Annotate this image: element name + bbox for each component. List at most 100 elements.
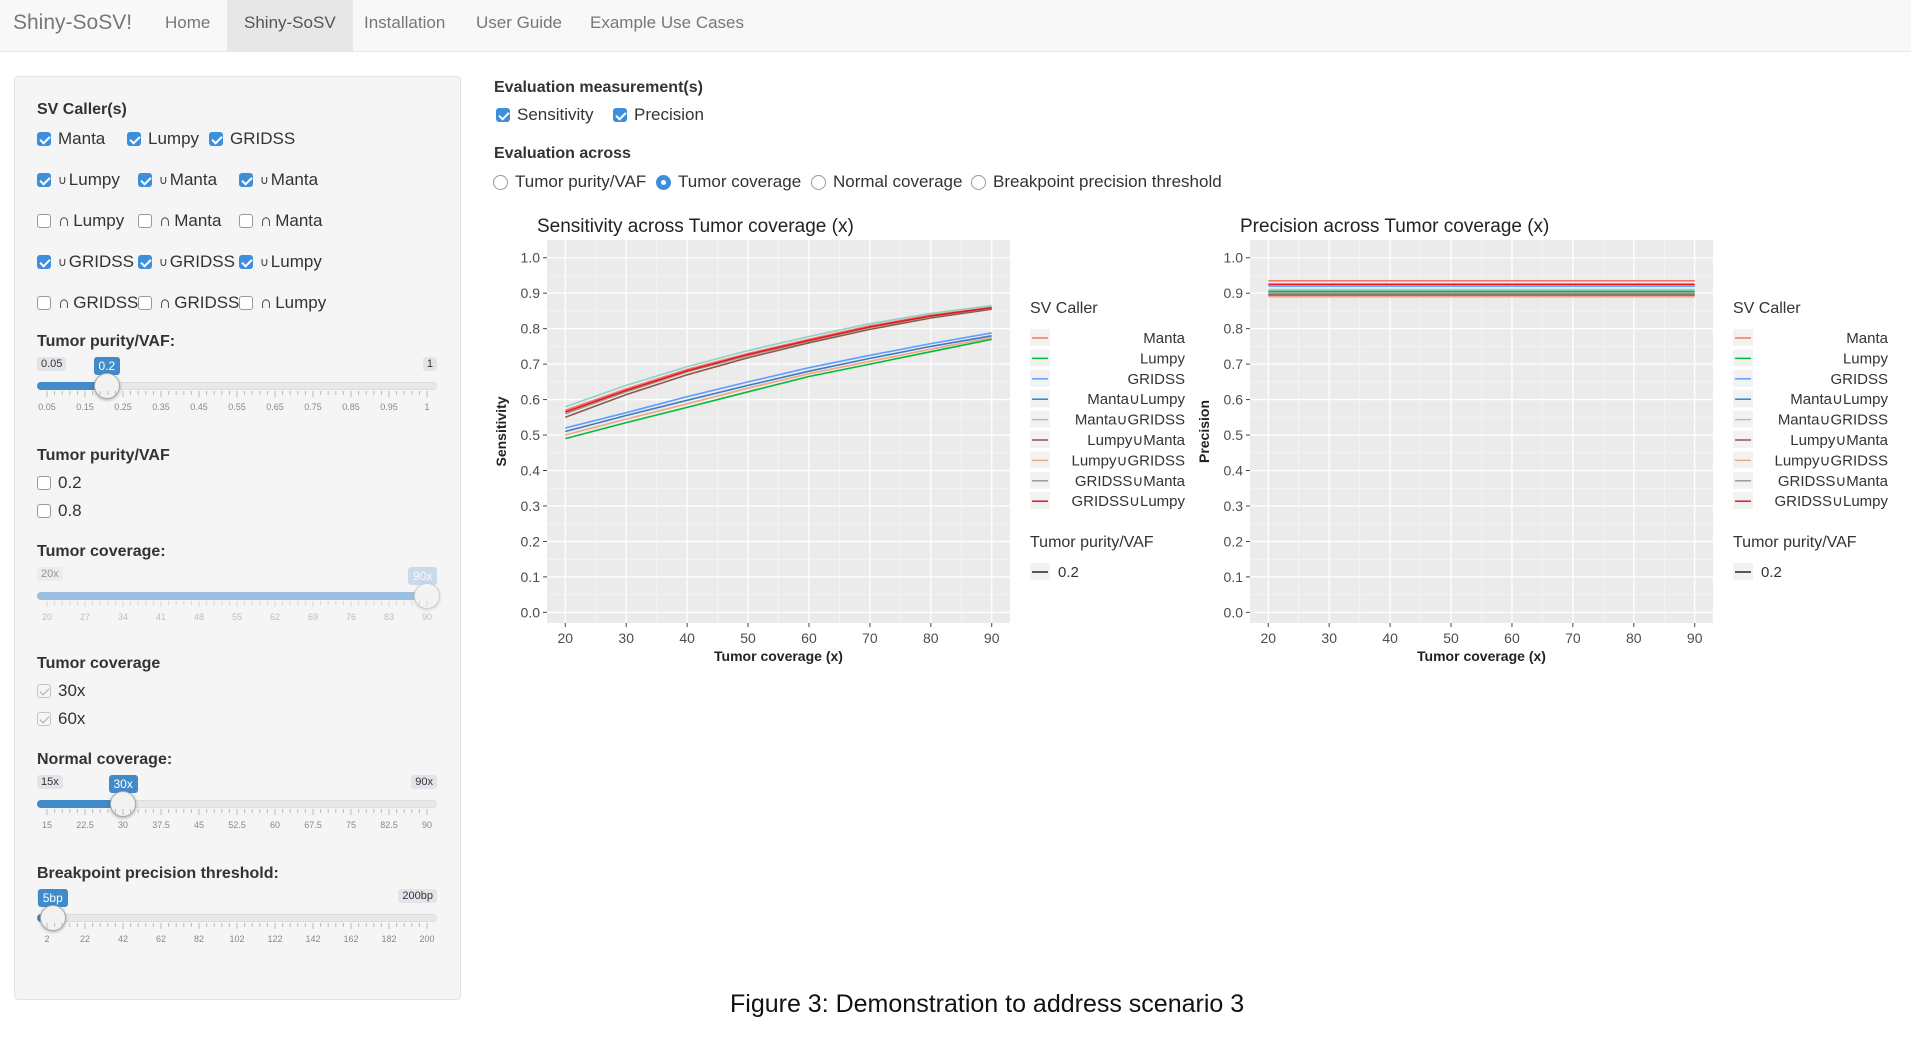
- y-tick-label: 0.7: [1224, 356, 1244, 372]
- checkbox-box[interactable]: [496, 108, 510, 122]
- checkbox-box[interactable]: [239, 214, 253, 228]
- caller-checkbox[interactable]: GRIDSS: [209, 129, 295, 149]
- across-radio[interactable]: Normal coverage: [811, 172, 962, 194]
- across-radio[interactable]: Breakpoint precision threshold: [971, 172, 1222, 194]
- x-tick-label: 40: [679, 630, 695, 646]
- set-operator-symbol: ∪: [260, 173, 269, 187]
- caller-checkbox[interactable]: ∩ Lumpy: [239, 293, 326, 313]
- figure-caption: Figure 3: Demonstration to address scena…: [730, 990, 1245, 1018]
- caller-checkbox[interactable]: ∪ Lumpy: [37, 170, 120, 190]
- checkbox-box[interactable]: [138, 173, 152, 187]
- slider-ticks: [46, 391, 428, 397]
- legend-label: GRIDSS∪Manta: [1075, 473, 1186, 490]
- across-radio-label: Tumor purity/VAF: [515, 172, 647, 191]
- slider-tick-label: 52.5: [228, 820, 246, 830]
- slider-tick-label: 22.5: [76, 820, 94, 830]
- caller-checkbox[interactable]: ∩ GRIDSS: [37, 293, 138, 313]
- slider-tick-label: 0.85: [342, 402, 360, 412]
- radio-button[interactable]: [656, 175, 671, 190]
- checkbox-option[interactable]: 30x: [37, 681, 85, 703]
- slider-ticks: [46, 601, 428, 607]
- caller-checkbox-label: GRIDSS: [230, 129, 296, 148]
- checkbox-box[interactable]: [37, 296, 51, 310]
- caller-checkbox[interactable]: ∪ Manta: [239, 170, 318, 190]
- checkbox-box[interactable]: [37, 504, 51, 518]
- caller-checkbox[interactable]: ∪ GRIDSS: [37, 252, 134, 272]
- checkbox-box[interactable]: [239, 173, 253, 187]
- slider-tick-label: 69: [307, 612, 319, 622]
- caller-checkbox[interactable]: ∪ Lumpy: [239, 252, 322, 272]
- caller-checkbox[interactable]: Manta: [37, 129, 105, 149]
- tab-home[interactable]: Home: [165, 13, 211, 32]
- y-tick-label: 0.8: [521, 321, 541, 337]
- series-line: [565, 304, 992, 408]
- slider-fill: [37, 800, 123, 808]
- set-operator-symbol: ∪: [58, 173, 67, 187]
- caller-checkbox[interactable]: ∩ Manta: [239, 211, 322, 231]
- legend-label: Lumpy∪GRIDSS: [1071, 452, 1185, 469]
- slider-tick-label: 30: [117, 820, 129, 830]
- slider-fill: [37, 382, 107, 390]
- radio-button[interactable]: [811, 175, 826, 190]
- legend-label: Manta: [1143, 330, 1185, 347]
- checkbox-box[interactable]: [37, 132, 51, 146]
- across-radio[interactable]: Tumor purity/VAF: [493, 172, 646, 194]
- set-operator-symbol: ∩: [260, 211, 273, 230]
- coverage-slider-label: Tumor coverage:: [37, 543, 166, 560]
- caller-checkbox[interactable]: ∩ Lumpy: [37, 211, 124, 231]
- normal-coverage-slider[interactable]: 15x 90x 30x 15 22.5 30 37.5 45 52.5 60 67.5 75 82.5 9…: [37, 775, 437, 845]
- checkbox-box[interactable]: [37, 214, 51, 228]
- checkbox-box[interactable]: [37, 476, 51, 490]
- checkbox-box[interactable]: [127, 132, 141, 146]
- checkbox-option[interactable]: 0.8: [37, 501, 82, 523]
- y-tick-label: 0.4: [521, 463, 541, 479]
- checkbox-box[interactable]: [37, 173, 51, 187]
- radio-button[interactable]: [971, 175, 986, 190]
- y-tick-label: 0.2: [1224, 533, 1244, 549]
- purity-slider[interactable]: 0.05 1 0.2 0.05 0.15 0.25 0.35 0.45 0.55 0.65 0.75…: [37, 357, 437, 427]
- series-line: [565, 308, 992, 419]
- checkbox-box[interactable]: [138, 255, 152, 269]
- checkbox-box[interactable]: [613, 108, 627, 122]
- coverage-checks-label: Tumor coverage: [37, 655, 161, 672]
- caller-checkbox[interactable]: ∪ Manta: [138, 170, 217, 190]
- caller-checkbox[interactable]: ∩ GRIDSS: [138, 293, 239, 313]
- tab-example-use-cases[interactable]: Example Use Cases: [590, 13, 745, 32]
- slider-track[interactable]: [37, 914, 437, 922]
- checkbox-box[interactable]: [209, 132, 223, 146]
- y-tick-label: 0.1: [1224, 569, 1244, 585]
- checkbox-option[interactable]: 60x: [37, 709, 85, 731]
- slider-tick-label: 37.5: [152, 820, 170, 830]
- legend-label: Lumpy∪GRIDSS: [1774, 452, 1888, 469]
- tab-installation[interactable]: Installation: [364, 13, 446, 32]
- brand[interactable]: Shiny-SoSV!: [13, 11, 133, 34]
- checkbox-box[interactable]: [138, 296, 152, 310]
- caller-checkbox[interactable]: Lumpy: [127, 129, 199, 149]
- x-tick-label: 70: [862, 630, 878, 646]
- legend-label: Lumpy: [1843, 350, 1889, 367]
- checkbox-box[interactable]: [37, 684, 51, 698]
- y-axis-label: Precision: [1196, 400, 1212, 463]
- checkbox-option[interactable]: 0.2: [37, 473, 82, 495]
- slider-tick-label: 0.75: [304, 402, 322, 412]
- across-radio[interactable]: Tumor coverage: [656, 172, 801, 194]
- caller-checkbox[interactable]: ∩ Manta: [138, 211, 221, 231]
- slider-handle[interactable]: [39, 905, 66, 931]
- measure-checkbox[interactable]: Precision: [613, 105, 704, 127]
- checkbox-box[interactable]: [138, 214, 152, 228]
- legend-label: Manta∪GRIDSS: [1778, 412, 1888, 429]
- normal-slider-label: Normal coverage:: [37, 751, 173, 768]
- breakpoint-slider[interactable]: 5bp200bp5bp222426282102122142162182200: [37, 889, 437, 959]
- slider-tick-label: 67.5: [304, 820, 322, 830]
- checkbox-box[interactable]: [239, 296, 253, 310]
- tab-user-guide[interactable]: User Guide: [476, 13, 562, 32]
- across-radio-label: Normal coverage: [833, 172, 963, 191]
- caller-checkbox[interactable]: ∪ GRIDSS: [138, 252, 235, 272]
- radio-button[interactable]: [493, 175, 508, 190]
- measure-checkbox[interactable]: Sensitivity: [496, 105, 594, 127]
- checkbox-box[interactable]: [37, 255, 51, 269]
- x-tick-label: 60: [801, 630, 817, 646]
- tab-shiny-sosv[interactable]: Shiny-SoSV: [227, 0, 353, 51]
- checkbox-box[interactable]: [37, 712, 51, 726]
- checkbox-box[interactable]: [239, 255, 253, 269]
